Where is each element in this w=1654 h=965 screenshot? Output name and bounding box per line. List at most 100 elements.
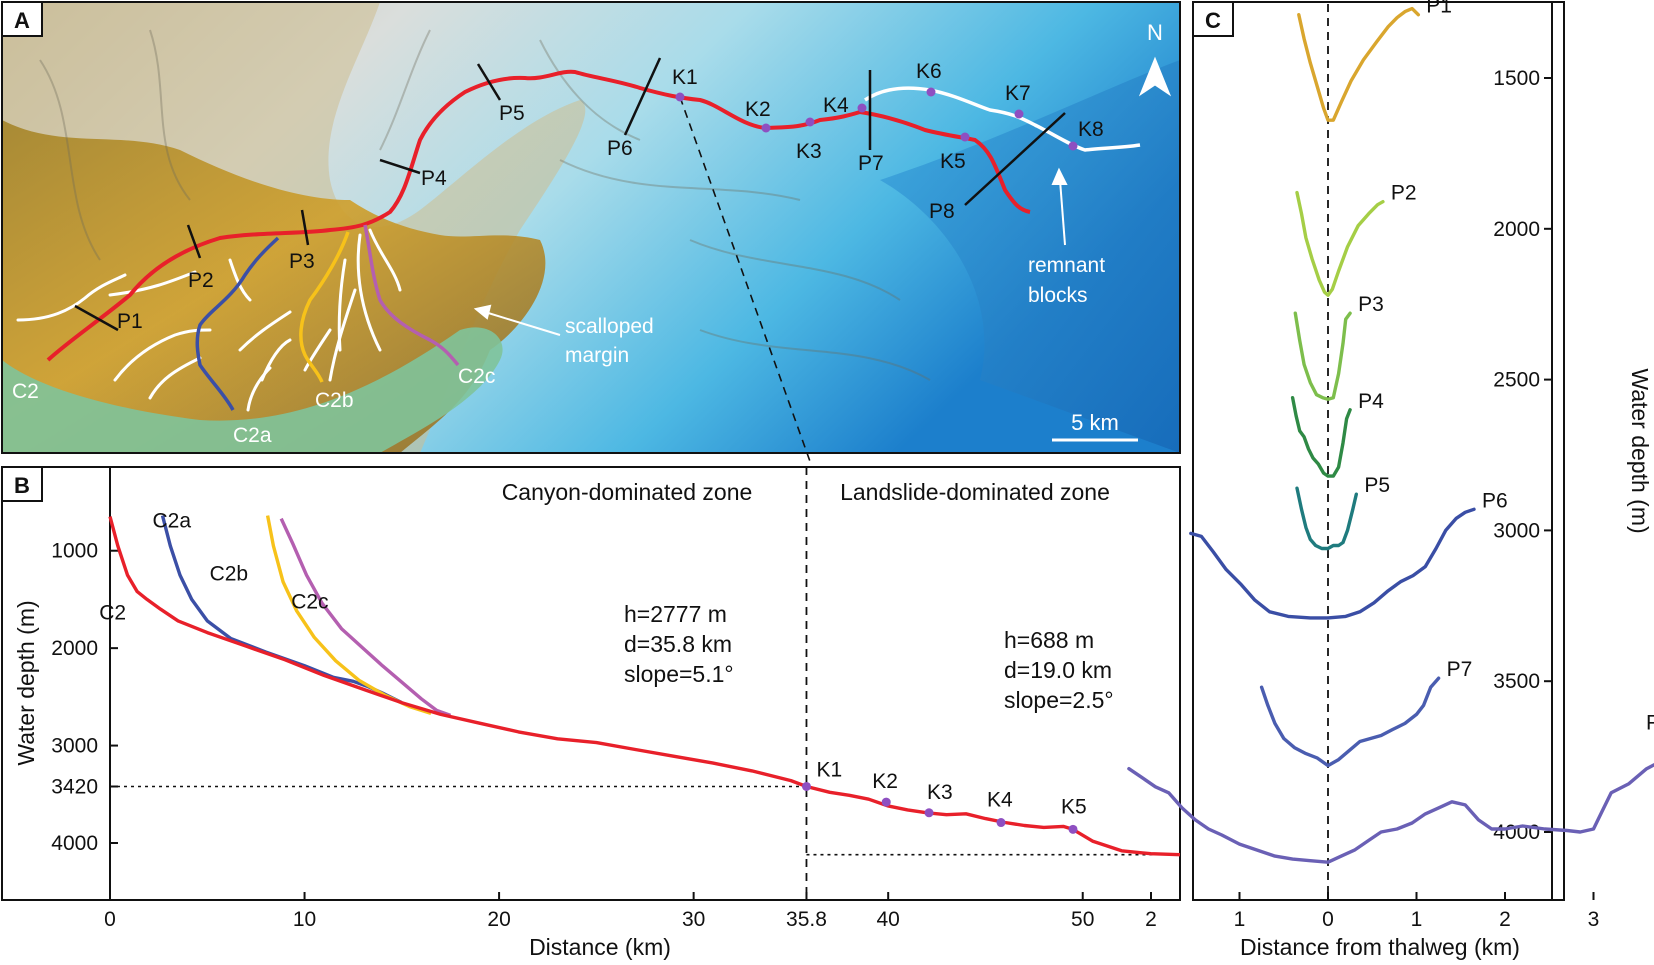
panel-b-ytick-label: 2000 [51,637,98,660]
panel-c-ytick-label: 3500 [1493,670,1540,693]
label-k4: K4 [823,94,849,117]
label-k1: K1 [672,66,698,89]
panel-b-knickpoint-k5 [1068,824,1078,834]
panel-b-knickpoint-label: K3 [927,781,953,804]
panel-b-knickpoint-label: K4 [987,789,1013,812]
label-p1: P1 [117,310,143,333]
panel-c-profile-label-p1: P1 [1426,0,1452,18]
map-knickpoints [675,87,1078,151]
canyon-stat-h: h=2777 m [624,601,727,627]
panel-c-ytick-label: 1500 [1493,67,1540,90]
panel-b-letter: B [14,473,30,498]
panel-a-letter-box [1,1,43,37]
panel-c-profile-p4 [1290,396,1352,478]
c2-channel-map [46,69,1031,362]
label-k8: K8 [1078,118,1104,141]
label-p5: P5 [499,102,525,125]
panel-b-xtick-label: 50 [1071,908,1094,931]
upper-channel-white [864,86,1141,152]
c2c-channel-map [363,224,460,367]
label-p6: P6 [607,137,633,160]
panel-b-knickpoint-label: K1 [816,758,842,781]
label-c2: C2 [12,380,39,403]
panel-b-series-label-c2: C2 [99,602,126,625]
shelf-plain [2,327,503,453]
scale-label: 5 km [1071,410,1119,435]
panel-c-profile-p8 [1127,762,1654,864]
label-k2: K2 [745,98,771,121]
panel-b-series-label-c2b: C2b [210,563,249,586]
panel-c-profile-p3 [1293,311,1352,401]
label-c2c: C2c [458,365,495,388]
panel-c-ytick-label: 2000 [1493,218,1540,241]
panel-b-xlabel: Distance (km) [529,934,671,960]
panel-c-labels: P1 P2 P3 P4 P5 P6 P7 P8 [1358,0,1654,735]
panel-b-series-c2c [279,517,452,718]
panel-c-xtick-label: 1 [1234,908,1246,931]
panel-b-xtick-label: 10 [293,908,316,931]
panel-b-guides [110,467,1180,900]
zone-label-landslide: Landslide-dominated zone [840,479,1110,505]
c2b-channel-map [299,231,350,383]
panel-c-profile-p1 [1297,6,1421,122]
panel-b-knickpoint-k1 [801,781,811,791]
label-c2b: C2b [315,389,354,412]
k1-connector-dashed [679,96,813,468]
panel-b-ytick-label: 4000 [51,832,98,855]
label-p7: P7 [858,152,884,175]
panel-c-profile-label-p5: P5 [1364,474,1390,497]
canyon-stat-slope: slope=5.1° [624,661,734,687]
label-k5: K5 [940,150,966,173]
panel-a-letter: A [14,8,30,33]
panel-c-xtick-label: 2 [1499,908,1511,931]
panel-b-xtick-label: 40 [877,908,900,931]
panel-c-profile-label-p8: P8 [1646,712,1654,735]
panel-b-ytick-label: 3000 [51,735,98,758]
c2a-channel-map [195,236,280,411]
profile-lines [74,57,1066,332]
label-k3: K3 [796,140,822,163]
annotation-arrows [473,167,1068,336]
deep-basin [880,60,1180,453]
panel-c-frame [1192,1,1565,901]
panel-c-profile-p2 [1295,190,1385,297]
panel-b-knickpoint-k2 [881,797,891,807]
panel-c-ylabel: Water depth (m) [1627,368,1653,533]
landslide-stat-h: h=688 m [1004,627,1094,653]
panel-b-xtick-label: 30 [682,908,705,931]
label-p4: P4 [421,167,447,190]
panel-c-axes: 2101234150020002500300035004000 [1145,2,1600,931]
label-k6: K6 [916,60,942,83]
panel-c-ytick-label: 2500 [1493,369,1540,392]
panel-b-knickpoint-k4 [996,818,1006,828]
panel-b-series-c2 [108,516,1181,857]
label-blocks: blocks [1028,284,1088,307]
canyon-stat-d: d=35.8 km [624,631,732,657]
north-label: N [1147,20,1163,45]
tributaries [16,228,402,412]
panel-b-labels: C2 C2a C2b C2c [99,510,328,625]
shaded-ridges [39,29,931,381]
panel-b-knickpoint-label: K2 [872,770,898,793]
panel-c-series [1127,6,1654,864]
panel-c-profile-label-p3: P3 [1358,293,1384,316]
label-c2a: C2a [233,424,272,447]
panel-c-letter-box [1192,1,1234,37]
panel-c-xtick-label: 2 [1145,908,1157,931]
panel-c-profile-p5 [1295,486,1359,551]
panel-c-profile-label-p6: P6 [1482,489,1508,512]
panel-c-profile-p7 [1259,676,1441,768]
panel-b-xtick-label: 0 [104,908,116,931]
panel-c-xtick-label: 3 [1588,908,1600,931]
panel-b-ylabel: Water depth (m) [13,600,39,765]
panel-b-series-label-c2a: C2a [153,510,192,533]
panel-c-ytick-label: 4000 [1493,821,1540,844]
panel-c-profile-label-p4: P4 [1358,390,1384,413]
zone-label-canyon: Canyon-dominated zone [502,479,753,505]
panel-b-axes: 0 10 20 30 40 50 35.8 1000 2000 3000 4000 3420 [51,467,1094,931]
map-frame [1,1,1181,454]
panel-c-profile-label-p2: P2 [1391,182,1417,205]
panel-b-ytick-label-special: 3420 [51,775,98,798]
panel-c-xtick-label: 1 [1411,908,1423,931]
